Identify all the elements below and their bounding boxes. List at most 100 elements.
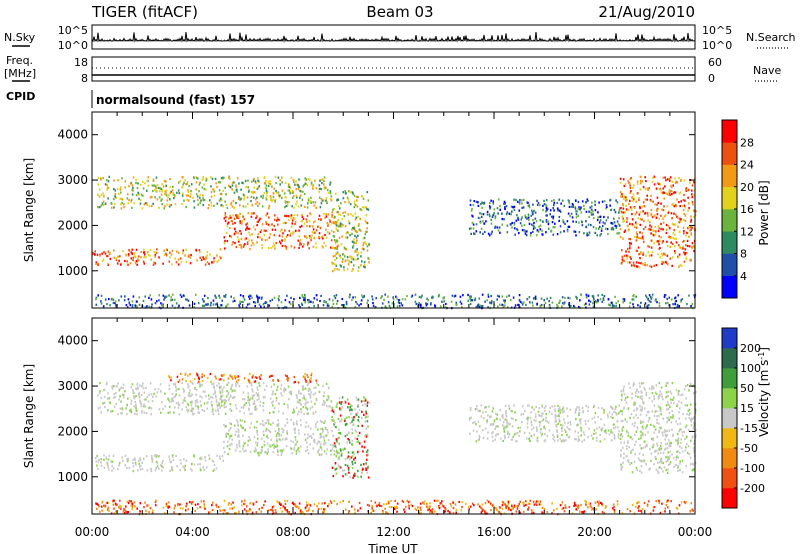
power-echo-cell xyxy=(304,177,306,180)
velocity-echo-cell xyxy=(107,392,109,395)
power-echo-cell xyxy=(199,251,201,254)
power-echo-cell xyxy=(124,253,127,256)
power-echo-cell xyxy=(613,221,616,224)
power-echo-cell xyxy=(643,205,646,208)
velocity-echo-cell xyxy=(293,410,295,413)
power-echo-cell xyxy=(97,294,99,297)
velocity-echo-cell xyxy=(578,413,580,417)
power-echo-cell xyxy=(673,237,676,240)
velocity-echo-cell xyxy=(221,388,224,391)
power-echo-cell xyxy=(289,186,292,190)
power-echo-cell xyxy=(623,299,626,303)
velocity-echo-cell xyxy=(249,426,251,429)
power-echo-cell xyxy=(363,264,366,267)
power-echo-cell xyxy=(362,206,364,209)
power-echo-cell xyxy=(201,304,204,307)
power-echo-cell xyxy=(257,204,259,207)
velocity-echo-cell xyxy=(254,376,257,379)
power-echo-cell xyxy=(662,261,665,264)
velocity-echo-cell xyxy=(634,403,636,406)
velocity-echo-cell xyxy=(244,441,247,445)
power-echo-cell xyxy=(254,301,257,304)
power-echo-cell xyxy=(336,239,338,242)
velocity-echo-cell xyxy=(233,389,235,392)
velocity-echo-cell xyxy=(184,373,186,377)
velocity-echo-cell xyxy=(187,403,190,406)
velocity-echo-cell xyxy=(306,446,309,449)
power-echo-cell xyxy=(455,303,457,306)
power-echo-cell xyxy=(288,301,291,304)
velocity-echo-cell xyxy=(491,435,494,438)
velocity-echo-cell xyxy=(552,437,554,440)
power-echo-cell xyxy=(256,196,258,199)
velocity-echo-cell xyxy=(679,422,682,425)
velocity-echo-cell xyxy=(486,437,489,440)
velocity-echo-cell xyxy=(527,419,529,422)
power-echo-cell xyxy=(254,180,257,183)
velocity-echo-cell xyxy=(675,463,677,466)
velocity-echo-cell xyxy=(229,427,232,430)
power-echo-cell xyxy=(589,300,592,303)
power-echo-cell xyxy=(323,176,326,179)
velocity-echo-cell xyxy=(587,419,590,422)
velocity-echo-cell xyxy=(218,402,220,405)
power-echo-cell xyxy=(168,194,170,197)
velocity-echo-cell xyxy=(478,436,481,439)
velocity-echo-cell xyxy=(670,416,672,419)
power-echo-cell xyxy=(606,227,609,231)
power-echo-cell xyxy=(155,251,158,254)
velocity-echo-cell xyxy=(258,382,260,385)
power-echo-cell xyxy=(687,226,690,229)
power-echo-cell xyxy=(575,220,577,223)
power-echo-cell xyxy=(101,202,104,205)
power-echo-cell xyxy=(667,211,670,214)
power-echo-cell xyxy=(305,218,308,221)
velocity-echo-cell xyxy=(189,395,191,398)
velocity-echo-cell xyxy=(241,419,244,422)
velocity-echo-cell xyxy=(657,471,660,474)
power-echo-cell xyxy=(160,199,162,202)
power-echo-cell xyxy=(229,234,231,238)
velocity-echo-cell xyxy=(312,447,315,450)
power-echo-cell xyxy=(552,226,555,229)
power-echo-cell xyxy=(310,196,312,199)
velocity-echo-cell xyxy=(658,422,660,425)
power-echo-cell xyxy=(357,224,360,227)
power-echo-cell xyxy=(559,210,562,213)
power-echo-cell xyxy=(690,233,693,236)
velocity-echo-cell xyxy=(330,453,332,456)
power-echo-cell xyxy=(612,228,615,231)
velocity-echo-cell xyxy=(338,455,341,458)
velocity-echo-cell xyxy=(678,389,680,393)
velocity-echo-cell xyxy=(95,460,98,463)
power-echo-cell xyxy=(570,205,573,208)
power-echo-cell xyxy=(285,235,288,238)
power-echo-cell xyxy=(367,199,370,202)
power-echo-cell xyxy=(506,211,509,214)
power-echo-cell xyxy=(336,211,339,214)
velocity-echo-cell xyxy=(184,396,186,400)
velocity-echo-cell xyxy=(356,452,359,455)
velocity-echo-cell xyxy=(292,408,295,411)
velocity-echo-cell xyxy=(686,451,689,454)
power-echo-cell xyxy=(587,295,590,298)
velocity-echo-cell xyxy=(488,405,490,408)
power-echo-cell xyxy=(334,240,337,243)
power-echo-cell xyxy=(172,293,174,296)
power-echo-cell xyxy=(251,239,253,242)
velocity-echo-cell xyxy=(666,416,668,420)
power-echo-cell xyxy=(355,300,357,304)
velocity-echo-cell xyxy=(324,442,327,445)
power-echo-cell xyxy=(265,198,268,201)
velocity-echo-cell xyxy=(347,455,350,458)
velocity-echo-cell xyxy=(366,401,369,404)
velocity-echo-cell xyxy=(283,390,285,393)
power-echo-cell xyxy=(479,212,481,215)
power-echo-cell xyxy=(396,305,399,308)
power-echo-cell xyxy=(472,215,474,218)
power-ytick-label: 1000 xyxy=(57,264,88,278)
velocity-echo-cell xyxy=(487,414,489,417)
power-echo-cell xyxy=(453,295,456,298)
power-echo-cell xyxy=(579,208,582,211)
power-echo-cell xyxy=(570,212,573,215)
